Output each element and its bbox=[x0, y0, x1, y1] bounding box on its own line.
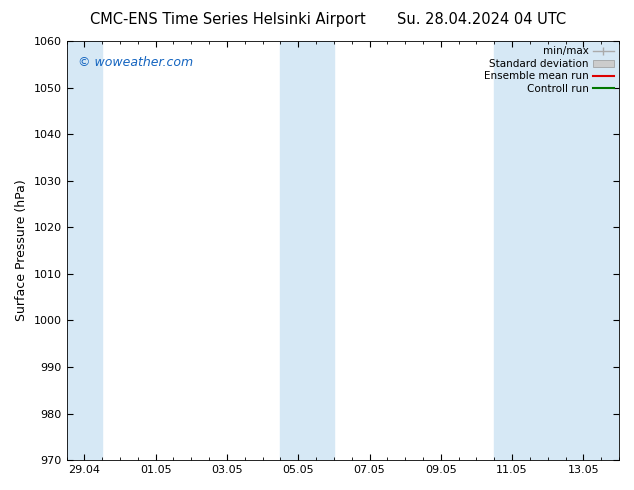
Text: © woweather.com: © woweather.com bbox=[77, 56, 193, 69]
Y-axis label: Surface Pressure (hPa): Surface Pressure (hPa) bbox=[15, 180, 28, 321]
Bar bbox=[280, 41, 334, 460]
Text: Su. 28.04.2024 04 UTC: Su. 28.04.2024 04 UTC bbox=[398, 12, 566, 27]
Text: CMC-ENS Time Series Helsinki Airport: CMC-ENS Time Series Helsinki Airport bbox=[91, 12, 366, 27]
Legend: min/max, Standard deviation, Ensemble mean run, Controll run: min/max, Standard deviation, Ensemble me… bbox=[484, 46, 614, 94]
Bar bbox=[495, 41, 619, 460]
Bar bbox=[67, 41, 102, 460]
